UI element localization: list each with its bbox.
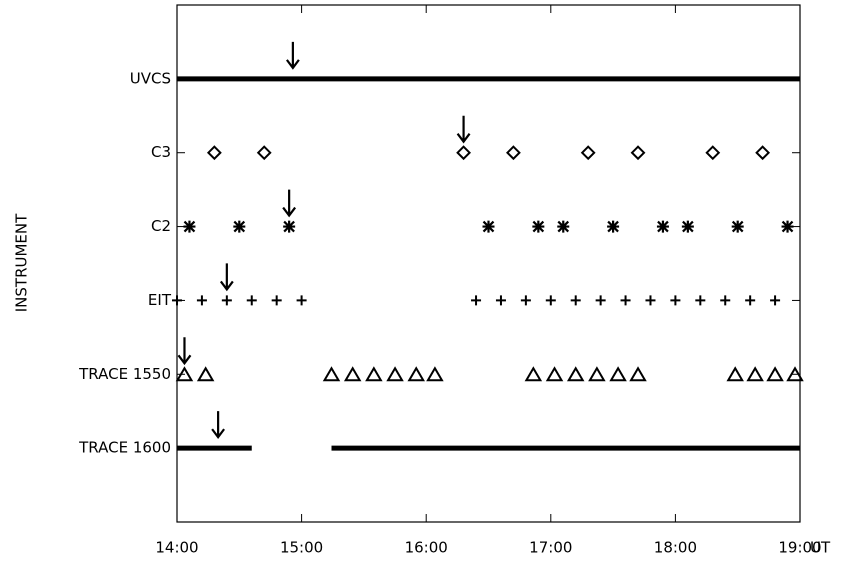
diamond-marker	[705, 145, 721, 161]
asterisk-marker	[607, 220, 620, 233]
y-tick-label: TRACE 1550	[78, 365, 171, 383]
x-tick-label: 15:00	[280, 539, 323, 557]
plus-marker	[620, 295, 631, 306]
triangle-marker	[196, 366, 215, 382]
plus-marker	[720, 295, 731, 306]
asterisk-marker	[681, 220, 694, 233]
plus-marker	[246, 295, 257, 306]
triangle-marker	[524, 366, 543, 382]
y-tick-label: UVCS	[130, 69, 171, 87]
plus-marker	[520, 295, 531, 306]
event-arrow	[282, 189, 297, 218]
y-tick-label: TRACE 1600	[78, 439, 171, 457]
asterisk-marker	[283, 220, 296, 233]
asterisk-marker	[731, 220, 744, 233]
asterisk-marker	[482, 220, 495, 233]
triangle-marker	[365, 366, 383, 382]
triangle-marker	[726, 366, 744, 382]
plus-marker	[196, 295, 207, 306]
x-tick-label: 18:00	[654, 539, 697, 557]
triangle-marker	[545, 366, 564, 382]
plus-marker	[570, 295, 581, 306]
event-arrow	[456, 115, 471, 144]
plus-marker	[495, 295, 506, 306]
diamond-marker	[206, 145, 222, 161]
triangle-marker	[386, 366, 404, 382]
plus-marker	[172, 295, 182, 306]
triangle-marker	[588, 366, 606, 382]
triangle-marker	[407, 366, 425, 382]
plus-marker	[471, 295, 482, 306]
y-tick-label: EIT	[148, 291, 172, 309]
asterisk-marker	[656, 220, 669, 233]
triangle-marker	[343, 366, 362, 382]
asterisk-marker	[557, 220, 570, 233]
plus-marker	[271, 295, 282, 306]
triangle-marker	[766, 366, 784, 382]
triangle-marker	[426, 366, 444, 382]
event-arrow	[219, 263, 234, 292]
x-axis-label: UT	[810, 539, 831, 557]
triangle-marker	[786, 366, 804, 382]
diamond-marker	[580, 145, 596, 161]
plus-marker	[745, 295, 756, 306]
triangle-marker	[629, 366, 647, 382]
event-arrow	[285, 41, 300, 70]
diamond-marker	[506, 145, 521, 161]
asterisk-marker	[781, 220, 794, 233]
x-tick-label: 14:00	[155, 539, 198, 557]
plus-marker	[770, 295, 781, 306]
plus-marker	[296, 295, 307, 306]
event-arrow	[177, 337, 192, 366]
plus-marker	[645, 295, 656, 306]
triangle-marker	[175, 366, 194, 382]
asterisk-marker	[183, 220, 196, 233]
y-tick-label: C2	[151, 217, 171, 235]
plus-marker	[545, 295, 556, 306]
plus-marker	[595, 295, 606, 306]
triangle-marker	[322, 366, 341, 382]
diamond-marker	[256, 145, 272, 161]
plot-frame	[176, 4, 801, 523]
x-tick-label: 17:00	[529, 539, 572, 557]
diamond-marker	[755, 145, 771, 161]
triangle-marker	[566, 366, 585, 382]
plus-marker	[695, 295, 706, 306]
y-tick-label: C3	[151, 143, 171, 161]
event-arrow	[211, 411, 225, 439]
y-axis-label: INSTRUMENT	[13, 213, 31, 312]
x-tick-label: 16:00	[405, 539, 448, 557]
asterisk-marker	[233, 220, 246, 233]
triangle-marker	[746, 366, 764, 382]
diamond-marker	[630, 145, 646, 161]
plus-marker	[221, 295, 232, 306]
asterisk-marker	[532, 220, 545, 233]
x-tick-label: 19:00	[778, 539, 821, 557]
triangle-marker	[609, 366, 627, 382]
diamond-marker	[456, 145, 471, 161]
plus-marker	[670, 295, 681, 306]
